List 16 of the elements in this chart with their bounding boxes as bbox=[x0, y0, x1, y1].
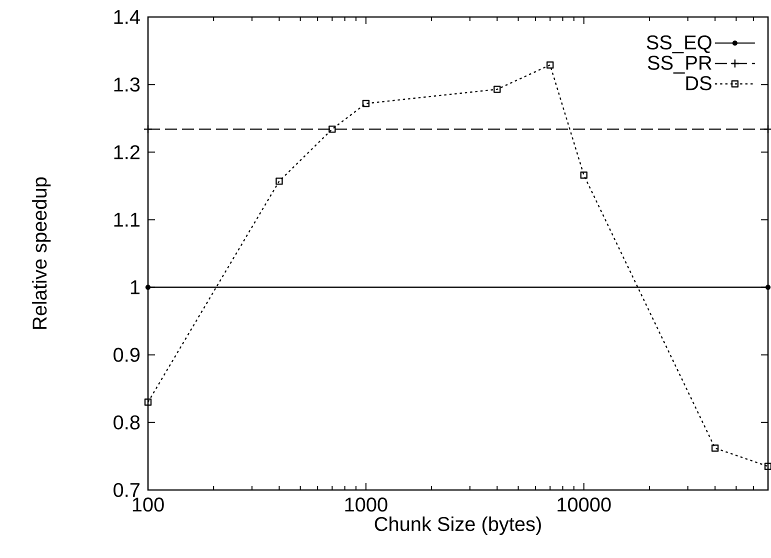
x-tick-label: 100 bbox=[132, 498, 164, 512]
y-tick-label: 1.1 bbox=[114, 212, 140, 227]
y-tick-label: 1.4 bbox=[114, 10, 140, 24]
y-tick-label: 1.3 bbox=[114, 78, 140, 92]
y-tick-label: 1.2 bbox=[114, 145, 140, 160]
y-axis-title: Relative speedup bbox=[32, 177, 51, 329]
x-axis-title: Chunk Size (bytes) bbox=[374, 516, 541, 536]
y-tick-label: 0.9 bbox=[114, 348, 140, 362]
y-tick-label: 1 bbox=[130, 280, 140, 294]
x-tick-label: 1000 bbox=[345, 498, 388, 512]
y-tick-label: 0.7 bbox=[114, 482, 140, 498]
legend-label: DS bbox=[686, 76, 712, 90]
legend-label: SS_PR bbox=[648, 56, 712, 74]
legend-label: SS_EQ bbox=[646, 35, 712, 54]
y-tick-label: 0.8 bbox=[114, 415, 140, 430]
x-tick-label: 10000 bbox=[558, 498, 611, 512]
